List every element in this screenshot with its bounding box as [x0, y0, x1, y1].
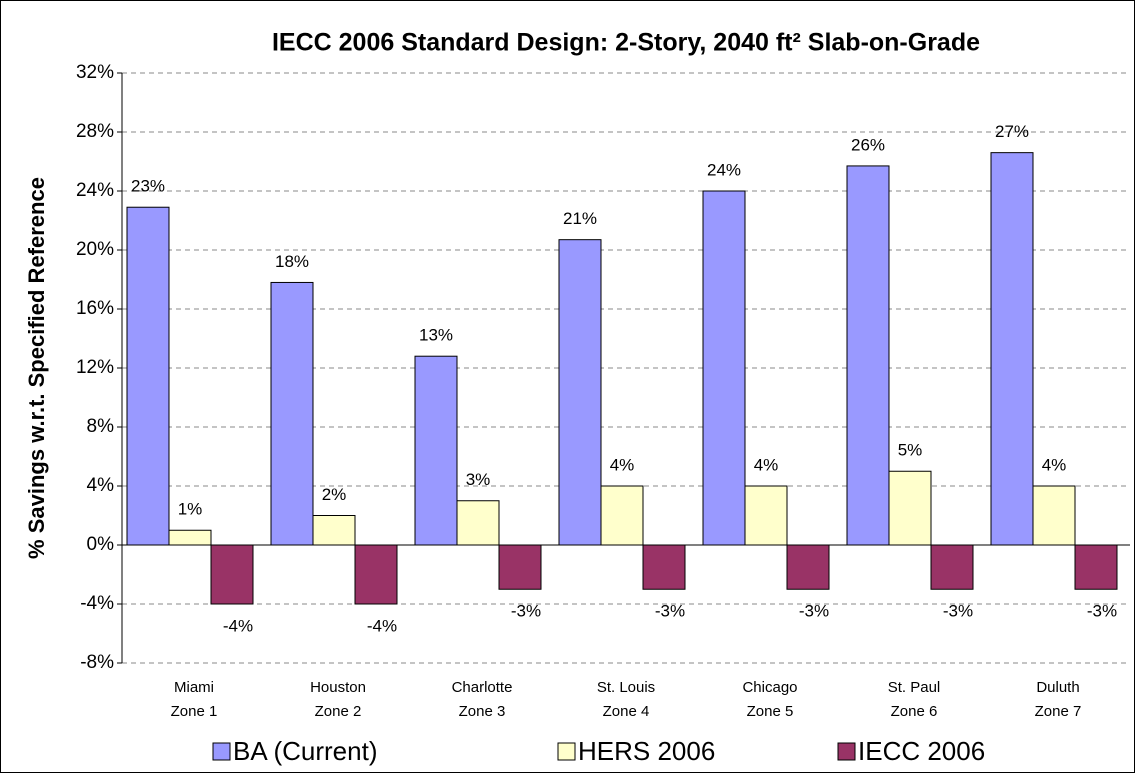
y-tick-label: 28% [76, 121, 114, 142]
data-label: 18% [275, 252, 309, 271]
legend-label: HERS 2006 [578, 736, 715, 766]
data-label: -3% [1087, 602, 1117, 621]
y-axis-title: % Savings w.r.t. Specified Reference [24, 177, 49, 559]
data-label: -3% [943, 602, 973, 621]
x-tick-label: Zone 2 [315, 703, 362, 720]
x-tick-label: Houston [310, 679, 366, 696]
bar [744, 485, 788, 546]
data-label: -3% [511, 602, 541, 621]
x-tick-label: Zone 7 [1035, 703, 1082, 720]
legend-label: IECC 2006 [858, 736, 985, 766]
y-tick-label: 24% [76, 180, 114, 201]
y-tick-label: 4% [87, 475, 115, 496]
data-label: 3% [466, 470, 491, 489]
bar [642, 544, 686, 590]
y-tick-label: 8% [87, 416, 115, 437]
bar [600, 485, 644, 546]
bar [1032, 485, 1076, 546]
bar [930, 544, 974, 590]
bar [558, 239, 602, 546]
bar [888, 470, 932, 546]
bar [990, 152, 1034, 546]
bar [168, 529, 212, 546]
data-label: 4% [610, 455, 635, 474]
x-tick-label: St. Louis [597, 679, 655, 696]
data-label: 27% [995, 122, 1029, 141]
y-tick-label: -4% [80, 593, 114, 614]
legend-swatch [557, 742, 576, 761]
data-label: -4% [367, 616, 397, 635]
data-label: 1% [178, 500, 203, 519]
data-label: 24% [707, 160, 741, 179]
x-tick-label: St. Paul [888, 679, 941, 696]
x-tick-label: Zone 6 [891, 703, 938, 720]
y-tick-label: 20% [76, 239, 114, 260]
bar [126, 206, 170, 546]
y-tick-label: 32% [76, 62, 114, 83]
x-tick-label: Zone 4 [603, 703, 650, 720]
y-tick-label: 12% [76, 357, 114, 378]
bar [702, 190, 746, 546]
data-label: 13% [419, 326, 453, 345]
bar [786, 544, 830, 590]
data-label: 5% [898, 441, 923, 460]
legend-label: BA (Current) [233, 736, 378, 766]
data-label: 21% [563, 209, 597, 228]
bar [270, 281, 314, 546]
bar [846, 165, 890, 546]
legend-swatch [212, 742, 231, 761]
chart-title: IECC 2006 Standard Design: 2-Story, 2040… [272, 29, 980, 57]
data-label: 26% [851, 135, 885, 154]
x-tick-label: Duluth [1036, 679, 1079, 696]
bar [1074, 544, 1118, 590]
bar [312, 515, 356, 546]
data-label: -3% [799, 602, 829, 621]
data-label: -3% [655, 602, 685, 621]
data-label: 4% [754, 455, 779, 474]
y-tick-label: -8% [80, 652, 114, 673]
data-label: 23% [131, 177, 165, 196]
y-tick-label: 0% [87, 534, 115, 555]
data-label: 4% [1042, 455, 1067, 474]
x-tick-label: Zone 5 [747, 703, 794, 720]
x-tick-label: Zone 3 [459, 703, 506, 720]
bar [498, 544, 542, 590]
bar [354, 544, 398, 605]
x-tick-label: Chicago [742, 679, 797, 696]
data-label: -4% [223, 616, 253, 635]
x-tick-label: Charlotte [452, 679, 513, 696]
bar [210, 544, 254, 605]
bar [456, 500, 500, 546]
bar [414, 355, 458, 546]
y-tick-label: 16% [76, 298, 114, 319]
x-tick-label: Zone 1 [171, 703, 218, 720]
x-tick-label: Miami [174, 679, 214, 696]
legend-swatch [837, 742, 856, 761]
data-label: 2% [322, 485, 347, 504]
